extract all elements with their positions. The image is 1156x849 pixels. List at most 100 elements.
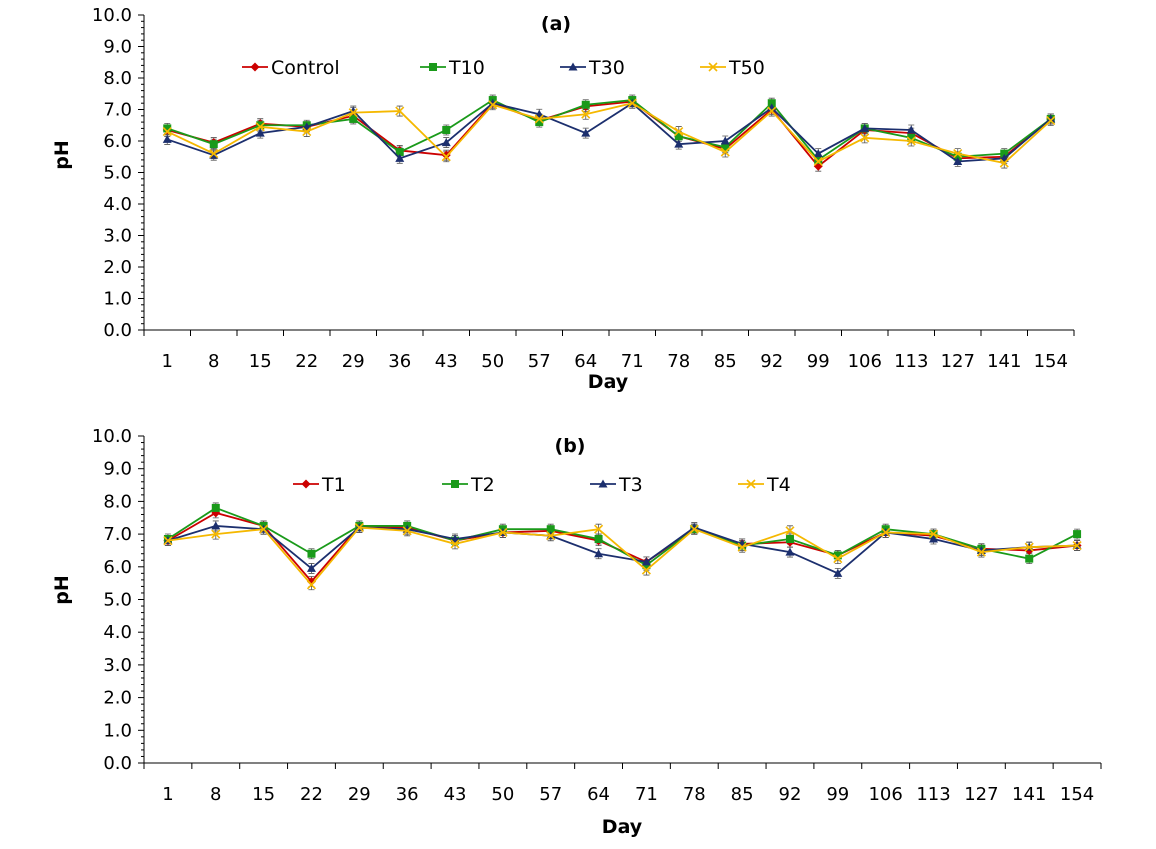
legend-item: Control — [242, 57, 340, 79]
data-point — [976, 547, 986, 557]
data-point — [546, 531, 556, 541]
data-point — [259, 524, 269, 534]
x-tick-label: 71 — [635, 784, 658, 805]
data-point — [833, 568, 843, 577]
data-point — [395, 148, 404, 157]
y-tick-label: 10.0 — [92, 426, 132, 447]
x-tick-label: 22 — [300, 784, 323, 805]
x-tick-label: 8 — [208, 351, 219, 372]
chart-panel-1: 0.0 1.0 2.0 3.0 4.0 5.0 6.0 7.0 8.0 9.0 10.0 1 8 15 22… — [51, 5, 1075, 393]
data-point — [767, 99, 776, 108]
x-tick-label: 64 — [574, 351, 597, 372]
legend-label: T2 — [470, 474, 495, 496]
data-point — [209, 149, 219, 159]
data-point — [594, 549, 604, 558]
data-point — [162, 126, 172, 137]
x-tick-label: 1 — [162, 351, 173, 372]
data-point — [860, 133, 870, 143]
data-point — [581, 109, 591, 119]
data-point — [402, 526, 412, 536]
legend-marker — [301, 479, 311, 489]
data-point — [1072, 540, 1082, 551]
legend-marker — [598, 479, 608, 488]
data-point — [581, 128, 591, 137]
data-point — [349, 114, 358, 123]
data-point — [594, 535, 603, 544]
x-tick-label: 29 — [342, 351, 365, 372]
data-point — [163, 124, 172, 133]
x-tick-label: 8 — [210, 784, 221, 805]
x-tick-label: 154 — [1060, 784, 1094, 805]
x-tick-label: 57 — [528, 351, 551, 372]
legend-item: T3 — [590, 474, 643, 496]
x-tick-label: 71 — [621, 351, 644, 372]
chart-title: (a) — [541, 13, 571, 35]
data-point — [953, 149, 963, 159]
legend-label: T3 — [618, 474, 643, 496]
x-tick-label: 36 — [388, 351, 411, 372]
data-point — [306, 577, 316, 587]
y-tick-label: 7.0 — [103, 100, 132, 121]
x-tick-label: 127 — [941, 351, 975, 372]
data-point — [302, 126, 312, 137]
legend-label: Control — [271, 57, 340, 79]
x-axis-title: Day — [602, 816, 643, 838]
data-point — [498, 527, 508, 538]
x-tick-label: 106 — [868, 784, 902, 805]
data-point — [395, 106, 405, 116]
data-point — [1073, 530, 1082, 539]
data-point — [1025, 554, 1034, 563]
legend-item: T50 — [700, 57, 765, 79]
series-line — [166, 102, 1052, 163]
data-point — [785, 547, 795, 556]
data-point — [395, 153, 405, 162]
data-point — [689, 524, 699, 534]
chart-title: (b) — [555, 435, 586, 457]
data-point — [534, 114, 544, 124]
y-tick-label: 1.0 — [103, 720, 132, 741]
y-tick-label: 6.0 — [103, 131, 132, 152]
series-line — [167, 525, 1078, 575]
data-point — [641, 565, 651, 575]
data-point — [641, 557, 651, 566]
data-point — [929, 534, 939, 543]
x-tick-label: 99 — [826, 784, 849, 805]
data-point — [211, 529, 221, 539]
legend-item: T2 — [442, 474, 495, 496]
y-tick-label: 9.0 — [103, 459, 132, 480]
legend-item: T4 — [738, 474, 791, 496]
data-point — [255, 128, 265, 137]
legend-marker — [429, 63, 437, 71]
data-point — [1046, 114, 1056, 123]
data-point — [907, 133, 916, 142]
data-point — [627, 98, 637, 108]
data-point — [307, 549, 316, 558]
data-point — [674, 139, 684, 148]
data-point — [785, 526, 795, 536]
data-point — [581, 100, 590, 109]
y-tick-label: 1.0 — [103, 289, 132, 310]
data-point — [306, 580, 317, 590]
data-point — [1046, 115, 1056, 126]
series-line — [167, 511, 1078, 583]
y-tick-label: 0.0 — [103, 320, 132, 341]
legend-label: T10 — [448, 57, 485, 79]
y-tick-label: 2.0 — [103, 257, 132, 278]
y-tick-label: 10.0 — [92, 5, 132, 26]
x-tick-label: 85 — [731, 784, 754, 805]
x-tick-label: 154 — [1034, 351, 1068, 372]
legend: Control T10 T30 T50 — [242, 57, 765, 79]
y-tick-label: 3.0 — [103, 655, 132, 676]
y-tick-label: 5.0 — [103, 590, 132, 611]
legend-label: T30 — [588, 57, 625, 79]
series-line — [166, 102, 1052, 165]
x-tick-label: 1 — [162, 784, 173, 805]
x-tick-label: 15 — [249, 351, 272, 372]
data-point — [953, 156, 963, 165]
x-tick-label: 85 — [714, 351, 737, 372]
data-point — [1000, 149, 1009, 158]
data-point — [546, 525, 555, 534]
legend-label: T1 — [321, 474, 346, 496]
x-tick-label: 113 — [916, 784, 950, 805]
data-point — [953, 152, 962, 161]
